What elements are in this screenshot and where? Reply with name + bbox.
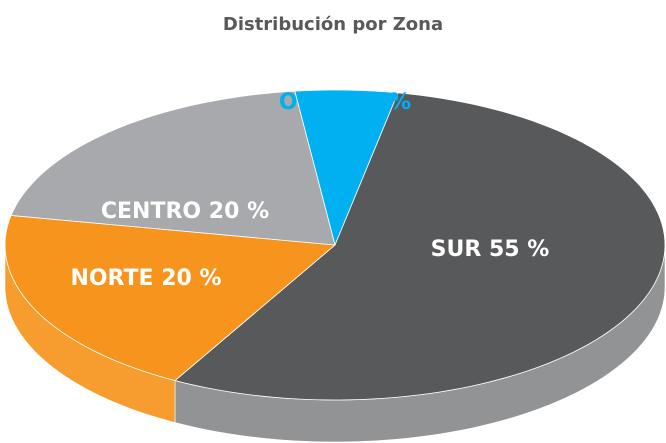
- label-name: OESTE: [279, 90, 359, 115]
- label-name: SUR: [431, 237, 482, 262]
- slice: [294, 89, 399, 247]
- label-value: 5 %: [366, 90, 411, 115]
- label-name: CENTRO: [101, 199, 201, 224]
- label-value: 20 %: [209, 199, 269, 224]
- side-shade: [5, 245, 176, 423]
- slice: [10, 90, 336, 246]
- label-value: 55 %: [489, 237, 549, 262]
- slice: [174, 92, 666, 401]
- slice: [4, 214, 336, 382]
- slice-label: NORTE 20 %: [70, 266, 221, 291]
- slice-label: CENTRO 20 %: [101, 199, 269, 224]
- label-value: 20 %: [161, 266, 221, 291]
- side-shade: [175, 245, 666, 442]
- chart-title: Distribución por Zona: [223, 14, 443, 35]
- slice-label: SUR 55 %: [431, 237, 550, 262]
- slice-label: OESTE 5 %: [279, 90, 411, 115]
- label-name: NORTE: [70, 266, 153, 291]
